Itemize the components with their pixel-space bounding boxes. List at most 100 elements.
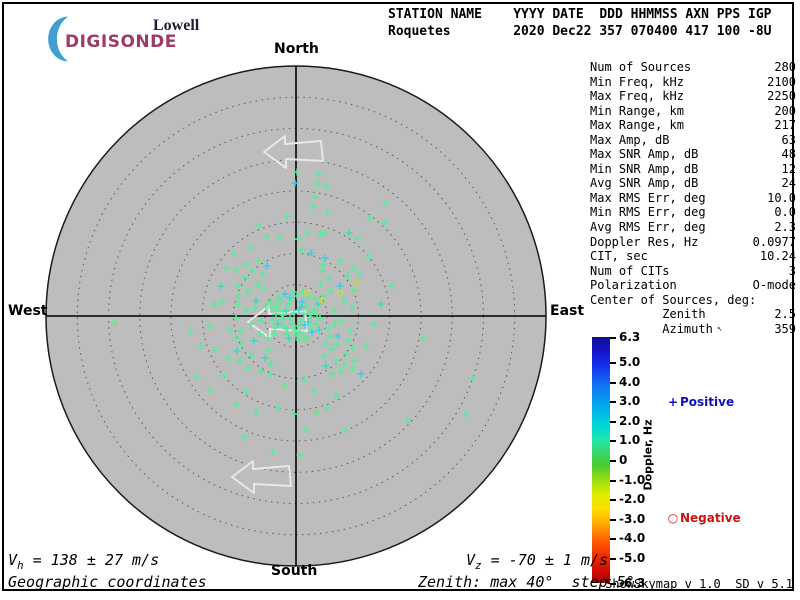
source-point-positive [187,327,195,335]
source-point-positive [248,267,256,275]
source-point-positive [242,388,250,396]
south-label: South [271,563,318,579]
source-point-positive [255,222,263,230]
source-point-negative [319,296,327,304]
stats-row: Polarization O-mode [590,278,796,293]
colorbar-tick-label: 2.0 [619,413,641,428]
stats-label: Min Freq, kHz [590,74,684,89]
west-label: West [8,303,48,319]
stats-label: CIT, sec [590,249,648,264]
stats-row: Max SNR Amp, dB 48 [590,147,796,162]
source-point-positive [269,448,277,456]
source-point-positive [274,320,282,328]
stats-value: 0.0977 [752,234,796,249]
source-point-positive [331,320,339,328]
source-point-positive [237,340,245,348]
source-point-positive [289,288,297,296]
source-point-positive [293,168,301,176]
stats-row: Zenith 2.5 [590,307,796,322]
source-point-positive [340,360,348,368]
colorbar-gradient [592,337,610,583]
source-point-positive [268,304,276,312]
source-point-positive [315,170,323,178]
source-point-positive [295,336,303,344]
stats-value: 63 [781,132,796,147]
legend-negative-label: Negative [680,511,741,525]
source-point-positive [261,354,269,362]
source-point-positive [206,322,214,330]
source-point-positive [294,322,302,330]
source-point-positive [232,267,240,275]
source-point-positive [197,342,205,350]
colorbar-tick [610,479,616,482]
source-point-positive [318,267,326,275]
stats-value: 217 [774,118,796,133]
source-point-positive [313,310,321,318]
source-point-positive [270,330,278,338]
source-point-positive [211,300,219,308]
source-point-positive [308,328,316,336]
source-point-positive [242,307,250,315]
source-point-positive [328,345,336,353]
source-point-positive [419,334,427,342]
source-point-positive [333,340,341,348]
colorbar-tick-label: -3.0 [619,511,646,526]
source-point-positive [357,370,365,378]
source-point-positive [299,288,307,296]
stats-label: Num of Sources [590,60,692,74]
colorbar-tick-label: 4.0 [619,374,641,389]
source-point-positive [220,372,228,380]
source-point-positive [230,250,238,258]
source-point-positive [327,287,335,295]
station-header: STATION NAME YYYY DATE DDD HHMMSS AXN PP… [388,6,772,40]
legend-positive: + Positive [666,395,734,409]
source-point-positive [302,426,310,434]
stats-row: CIT, sec 10.24 [590,249,796,264]
north-label: North [274,41,319,57]
stats-value: 0.0 [774,205,796,220]
source-point-positive [332,392,340,400]
colorbar-tick-label: -5.0 [619,550,646,565]
source-point-positive [342,350,350,358]
source-point-positive [316,314,324,322]
source-point-positive [260,284,268,292]
source-point-positive [222,264,230,272]
source-point-positive [111,319,119,327]
source-point-positive [336,257,344,265]
crescent-moon-icon [48,16,69,62]
source-point-positive [291,179,299,187]
source-point-positive [351,357,359,365]
source-point-positive [332,357,340,365]
stats-label: Polarization [590,278,677,293]
source-point-positive [277,297,285,305]
source-point-positive [312,320,320,328]
vertical-velocity-text: Vz = -70 ± 1 m/s [466,551,609,572]
colorbar-tick-label: 0 [619,453,628,467]
source-point-positive [296,451,304,459]
source-point-positive [326,332,334,340]
stats-label: Avg SNR Amp, dB [590,176,699,191]
source-point-positive [279,311,287,319]
colorbar-tick [610,420,616,423]
source-point-positive [247,244,255,252]
zenith-range-note: Zenith: max 40° step 5° [418,573,635,591]
colorbar-tick-label: 5.0 [619,355,641,370]
stats-value: 2100 [767,74,796,89]
source-point-positive [297,303,305,311]
colorbar-tick [610,538,616,541]
source-point-positive [321,229,329,237]
stats-value: 48 [781,147,796,162]
source-point-positive [337,367,345,375]
source-point-positive [235,292,243,300]
stats-label: Max Freq, kHz [590,89,684,104]
source-point-positive [362,342,370,350]
source-point-positive [292,331,300,339]
logo-lowell-text: Lowell [153,17,200,34]
source-point-positive [353,235,361,243]
source-point-positive [267,298,275,306]
source-point-positive [345,229,353,237]
source-point-positive [217,282,225,290]
source-point-positive [337,317,345,325]
source-point-positive [370,320,378,328]
stats-value: 3 [788,263,796,278]
